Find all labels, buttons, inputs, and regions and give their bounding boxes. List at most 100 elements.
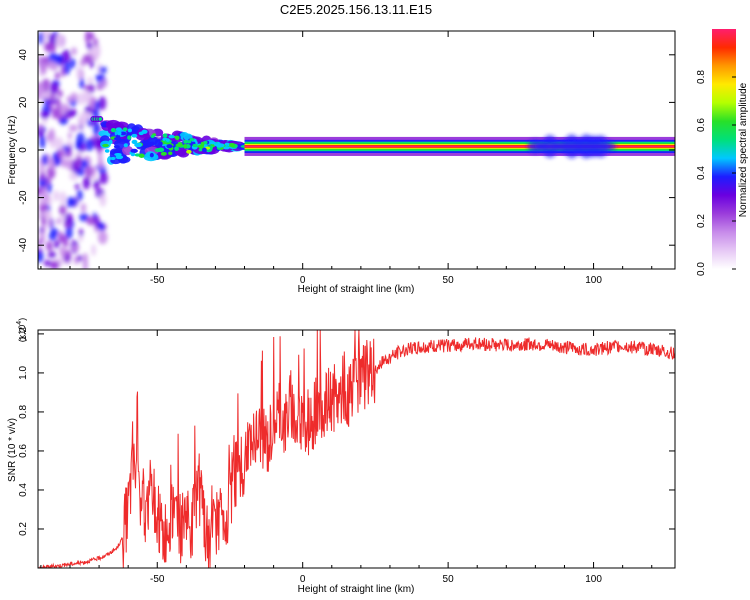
colorbar-ticks: 0.0 0.2 0.4 0.6 0.8 bbox=[696, 70, 736, 276]
y-tick-label: 20 bbox=[18, 96, 29, 108]
noise-patch bbox=[47, 60, 57, 70]
y-tick-label: 1.0 bbox=[18, 366, 29, 380]
noise-patch bbox=[60, 234, 69, 243]
fragment-core bbox=[174, 135, 180, 141]
y-tick-label: 0.6 bbox=[18, 444, 29, 458]
noise-patch bbox=[58, 204, 67, 216]
noise-patch bbox=[47, 251, 57, 259]
noise-patch bbox=[57, 54, 64, 63]
fragment-core bbox=[174, 146, 179, 152]
fragment-core bbox=[113, 137, 121, 141]
noise-patch bbox=[42, 153, 48, 166]
colorbar-tick-label: 0.6 bbox=[696, 118, 707, 132]
noise-patch bbox=[99, 66, 107, 74]
fragment-core bbox=[127, 128, 133, 133]
broadening-blob bbox=[600, 141, 617, 152]
y-tick-label: 0.2 bbox=[18, 522, 29, 536]
noise-patch bbox=[74, 183, 80, 190]
noise-patch bbox=[92, 165, 97, 175]
noise-patch bbox=[55, 34, 66, 49]
noise-patch bbox=[77, 254, 83, 262]
y-tick-label: 40 bbox=[18, 49, 29, 61]
snr-series-line bbox=[38, 330, 675, 568]
noise-patch bbox=[50, 261, 59, 269]
noise-patch bbox=[53, 240, 60, 249]
noise-patch bbox=[93, 37, 98, 48]
fragment-core bbox=[131, 139, 138, 145]
fragment-core bbox=[117, 131, 122, 136]
noise-patch bbox=[82, 54, 93, 64]
noise-patch bbox=[38, 194, 45, 203]
x-tick-label: -50 bbox=[150, 275, 165, 286]
colorbar-tick-label: 0.0 bbox=[696, 262, 707, 276]
y-tick-label: 1.2 bbox=[18, 327, 29, 341]
x-tick-label: 50 bbox=[443, 574, 455, 585]
fragment-core bbox=[166, 144, 173, 149]
fragment-core bbox=[158, 141, 163, 146]
fragment-core bbox=[192, 143, 198, 148]
noise-patch bbox=[56, 217, 62, 225]
fragment-core bbox=[186, 149, 192, 154]
noise-patch bbox=[47, 182, 52, 194]
branch-core bbox=[98, 117, 103, 121]
noise-patch bbox=[38, 124, 43, 131]
spectrogram-x-label: Height of straight line (km) bbox=[298, 284, 415, 295]
colorbar-tick-label: 0.2 bbox=[696, 214, 707, 228]
noise-patch bbox=[79, 213, 89, 222]
noise-patch bbox=[89, 46, 98, 54]
x-tick-label: 100 bbox=[585, 574, 602, 585]
noise-patch bbox=[70, 58, 76, 69]
fragment-core bbox=[119, 131, 127, 136]
y-tick-label: 0 bbox=[18, 147, 29, 153]
noise-patch bbox=[59, 117, 69, 125]
noise-patch bbox=[80, 203, 87, 213]
noise-patch bbox=[47, 216, 53, 228]
fragment-core bbox=[130, 148, 138, 154]
noise-patch bbox=[84, 31, 91, 44]
noise-patch bbox=[40, 187, 47, 196]
noise-patch bbox=[38, 229, 41, 237]
noise-patch bbox=[41, 78, 50, 89]
noise-patch bbox=[65, 227, 73, 239]
noise-patch bbox=[71, 47, 77, 56]
fragment-core bbox=[198, 148, 203, 152]
noise-patch bbox=[67, 108, 78, 117]
fragment-core bbox=[183, 139, 188, 144]
fragment-core bbox=[209, 141, 216, 145]
noise-patch bbox=[52, 107, 57, 120]
fragment-core bbox=[160, 151, 167, 156]
noise-patch bbox=[86, 42, 93, 50]
fragment-core bbox=[200, 141, 205, 147]
colorbar: 0.0 0.2 0.4 0.6 0.8 Normalized spectral ampl… bbox=[696, 29, 749, 276]
noise-patch bbox=[48, 128, 55, 141]
fragment-core bbox=[134, 142, 142, 148]
noise-patch bbox=[76, 189, 83, 201]
noise-patch bbox=[85, 138, 94, 152]
x-tick-label: -50 bbox=[150, 574, 165, 585]
noise-patch bbox=[39, 171, 46, 182]
snr-y-label: SNR (10 * v/v) bbox=[7, 418, 18, 482]
chart-title: C2E5.2025.156.13.11.E15 bbox=[280, 2, 432, 17]
noise-patch bbox=[78, 228, 84, 238]
noise-patch bbox=[61, 49, 71, 64]
colorbar-tick-label: 0.4 bbox=[696, 166, 707, 180]
fragment-core bbox=[127, 135, 132, 140]
noise-patch bbox=[89, 60, 95, 69]
noise-patch bbox=[45, 240, 53, 251]
fragment-core bbox=[154, 148, 163, 153]
noise-patch bbox=[48, 33, 57, 44]
fragment-core bbox=[224, 142, 230, 146]
noise-patch bbox=[70, 92, 78, 102]
noise-patch bbox=[41, 91, 52, 100]
colorbar-label: Normalized spectral amplitude bbox=[738, 82, 749, 217]
noise-patch bbox=[43, 259, 52, 267]
noise-patch bbox=[99, 172, 108, 185]
noise-patch bbox=[93, 179, 100, 191]
x-tick-label: 50 bbox=[443, 275, 455, 286]
carrier-broadening bbox=[527, 134, 617, 159]
noise-patch bbox=[79, 78, 85, 89]
upper-branch bbox=[90, 116, 104, 123]
noise-patch bbox=[94, 100, 100, 112]
fragment-core bbox=[110, 156, 116, 161]
